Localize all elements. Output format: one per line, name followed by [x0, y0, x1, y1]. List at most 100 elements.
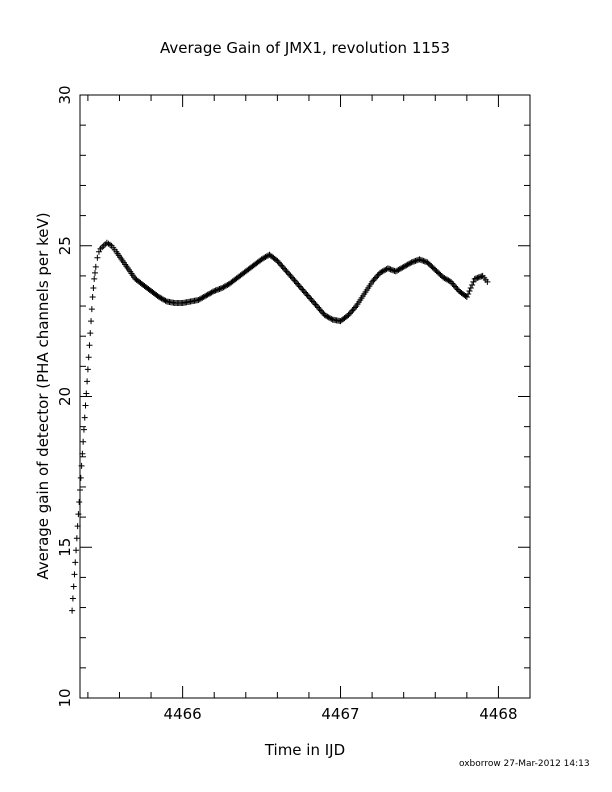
- data-point-dense: [412, 257, 419, 264]
- data-point: [75, 511, 82, 518]
- data-point: [88, 306, 95, 313]
- data-point-dense: [388, 266, 395, 273]
- data-point-dense: [344, 313, 351, 320]
- x-tick-label-4466: 4466: [164, 705, 202, 723]
- y-axis-label: Average gain of detector (PHA channels p…: [34, 212, 52, 579]
- data-point-dense: [436, 270, 443, 277]
- data-point: [76, 499, 83, 506]
- plot-frame: [79, 94, 531, 699]
- data-point-dense: [453, 284, 460, 291]
- data-point: [72, 559, 79, 566]
- data-point: [97, 245, 104, 252]
- chart-title: Average Gain of JMX1, revolution 1153: [160, 39, 450, 57]
- data-point-dense: [291, 277, 298, 284]
- data-point-dense: [213, 286, 220, 293]
- data-point: [74, 523, 81, 530]
- data-point-dense: [469, 281, 476, 288]
- data-point-dense: [350, 306, 357, 313]
- data-point-dense: [209, 288, 216, 295]
- data-point: [282, 266, 289, 273]
- data-point-dense: [478, 273, 485, 280]
- data-point: [90, 284, 97, 291]
- data-point: [91, 275, 98, 282]
- data-point-dense: [452, 283, 458, 290]
- data-point-dense: [308, 297, 315, 304]
- data-point-dense: [317, 307, 324, 314]
- data-point-dense: [430, 265, 437, 272]
- data-point: [484, 278, 491, 285]
- data-point: [85, 354, 92, 361]
- data-point-dense: [296, 283, 303, 290]
- data-point-dense: [328, 315, 335, 322]
- data-point: [211, 287, 218, 294]
- data-point-dense: [433, 268, 440, 275]
- data-point: [298, 284, 305, 291]
- data-point-dense: [312, 301, 319, 308]
- data-point-dense: [311, 300, 318, 307]
- data-point: [83, 390, 90, 397]
- data-point-dense: [352, 304, 358, 311]
- footer-stamp: oxborrow 27-Mar-2012 14:13: [459, 759, 590, 769]
- data-point-dense: [299, 286, 306, 293]
- data-point-dense: [425, 260, 432, 267]
- data-point: [424, 259, 431, 266]
- data-point-dense: [374, 272, 381, 279]
- data-point-dense: [428, 263, 435, 270]
- data-point-dense: [295, 281, 302, 288]
- data-point: [416, 256, 423, 263]
- data-point-dense: [427, 261, 433, 268]
- data-point-dense: [309, 298, 316, 305]
- x-tick-label-4468: 4468: [479, 705, 517, 723]
- data-point: [78, 462, 85, 469]
- data-point-dense: [429, 264, 436, 271]
- data-point-dense: [294, 280, 301, 287]
- data-point-dense: [465, 290, 472, 297]
- y-tick-label-10: 10: [56, 688, 74, 707]
- data-point-dense: [319, 309, 326, 316]
- y-tick-label-30: 30: [56, 85, 74, 104]
- data-point-dense: [292, 278, 299, 285]
- data-point-dense: [434, 269, 441, 276]
- data-point-dense: [277, 260, 283, 267]
- data-points: [69, 239, 491, 614]
- tick-labels: 10 15 20 25 30 4466 4467 4468: [56, 85, 518, 723]
- data-point-dense: [316, 306, 323, 313]
- data-point: [82, 402, 89, 409]
- data-point: [71, 571, 78, 578]
- data-point-dense: [474, 274, 481, 281]
- data-point-dense: [348, 309, 355, 316]
- data-point-dense: [286, 271, 293, 278]
- data-point-dense: [386, 265, 393, 272]
- data-point: [92, 269, 98, 276]
- data-point-dense: [280, 265, 287, 272]
- data-point: [69, 607, 76, 614]
- data-point-dense: [370, 277, 377, 284]
- data-point: [73, 535, 80, 542]
- data-point: [432, 266, 439, 273]
- axis-ticks: [80, 94, 531, 699]
- data-point: [84, 366, 91, 373]
- data-point-dense: [470, 278, 477, 285]
- data-point-dense: [475, 274, 482, 281]
- data-point: [88, 318, 95, 325]
- y-tick-label-20: 20: [56, 387, 74, 406]
- data-point-dense: [302, 289, 308, 296]
- data-point-dense: [371, 275, 378, 282]
- data-point-dense: [217, 285, 224, 292]
- data-point-dense: [407, 260, 414, 267]
- data-point: [471, 275, 478, 282]
- data-point: [80, 438, 87, 445]
- data-point-dense: [315, 304, 322, 311]
- data-point-dense: [99, 244, 106, 251]
- data-point-dense: [278, 262, 285, 269]
- y-tick-label-15: 15: [56, 538, 74, 557]
- data-point-dense: [279, 263, 286, 270]
- data-point-dense: [411, 258, 418, 265]
- data-point: [92, 263, 99, 270]
- data-point: [87, 330, 94, 337]
- data-point-dense: [467, 284, 474, 291]
- data-point: [408, 259, 415, 266]
- data-point-dense: [287, 272, 294, 279]
- data-point: [313, 303, 320, 310]
